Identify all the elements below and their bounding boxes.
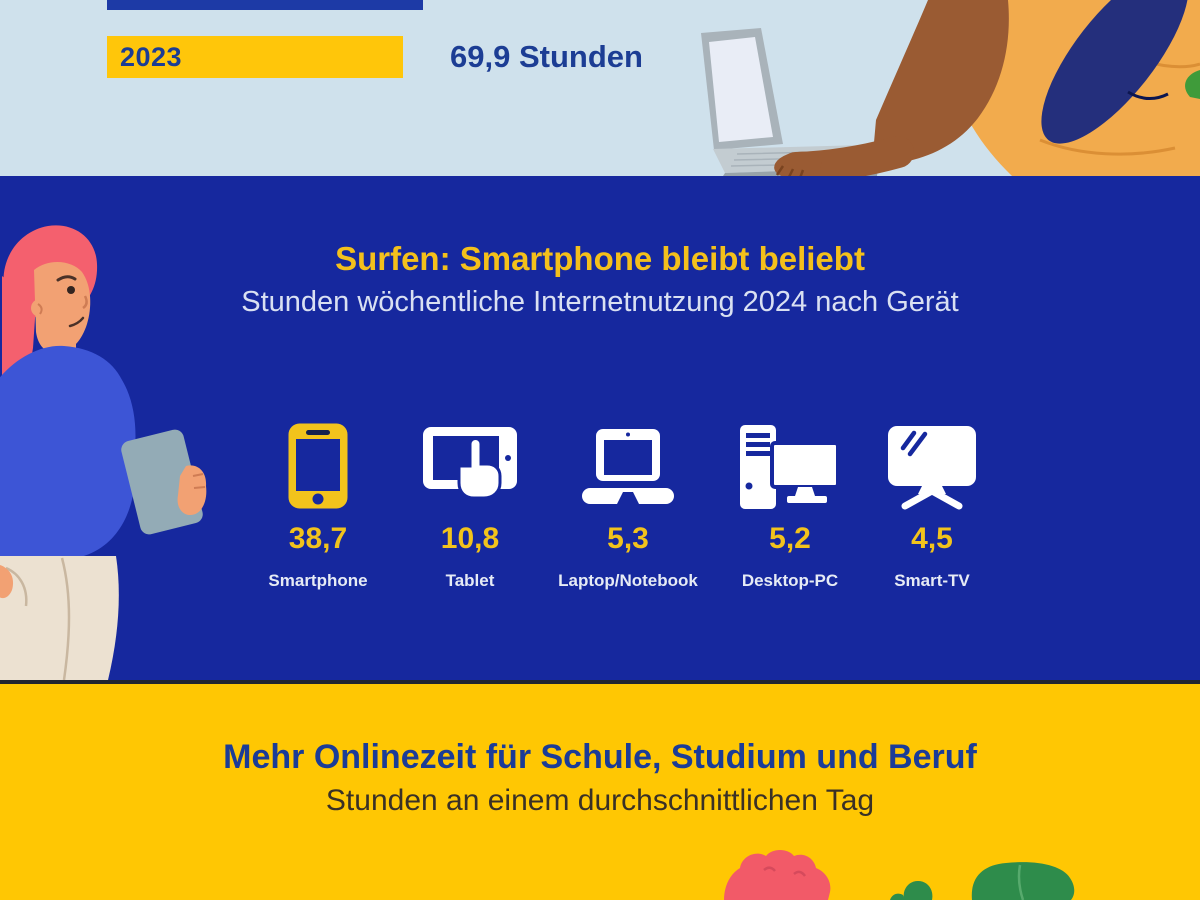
hand-shape: [774, 151, 822, 176]
desktop-pc-icon: [740, 425, 840, 509]
arm-shape: [872, 0, 1009, 165]
finger-lines: [775, 165, 805, 176]
device-label: Smart-TV: [894, 571, 970, 590]
hand-shape: [177, 465, 207, 516]
laptop-screen: [709, 37, 773, 142]
device-column-tablet: 10,8 Tablet: [392, 412, 548, 591]
section-divider: [0, 680, 1200, 684]
device-label: Laptop/Notebook: [558, 571, 698, 590]
device-column-desktop-pc: 5,2 Desktop-PC: [712, 412, 868, 591]
pocket-hand: [0, 565, 13, 599]
device-value: 4,5: [911, 522, 953, 555]
device-label: Smartphone: [268, 571, 368, 590]
laptop-icon: [582, 429, 674, 504]
eyebrow: [56, 275, 77, 282]
person-laptop-illustration: [701, 0, 1200, 176]
bottom-decorations-illustration: [724, 850, 1075, 900]
eye: [67, 286, 75, 294]
bar-2023-value: 69,9 Stunden: [450, 39, 643, 74]
device-column-laptop: 5,3 Laptop/Notebook: [550, 412, 706, 591]
nose-line: [82, 295, 88, 310]
online-time-section: Mehr Onlinezeit für Schule, Studium und …: [0, 684, 1200, 900]
leaf-vein: [1017, 864, 1025, 900]
device-value: 5,2: [769, 522, 811, 555]
smile-line: [68, 316, 85, 328]
smartphone-icon: [288, 423, 348, 509]
bar-2023-label: 2023: [120, 42, 183, 72]
bar-2023: 2023: [107, 36, 403, 78]
top-section: 2023 69,9 Stunden: [0, 0, 1200, 176]
tablet-touch-icon: [423, 427, 517, 500]
sprout-icon: [903, 881, 933, 900]
sprout-icon: [890, 893, 905, 900]
device-label: Desktop-PC: [741, 571, 839, 590]
bag-detail-line: [1127, 90, 1169, 100]
device-value: 38,7: [288, 522, 348, 555]
pocket-line: [5, 566, 28, 607]
section-subtitle: Stunden an einem durchschnittlichen Tag: [325, 784, 875, 817]
leaf-icon: [1185, 70, 1200, 99]
device-value: 10,8: [440, 522, 500, 555]
section-subtitle: Stunden wöchentliche Internetnutzung 202…: [241, 286, 959, 318]
ear-shape: [31, 299, 49, 317]
device-column-smart-tv: 4,5 Smart-TV: [854, 412, 1010, 591]
curl-lines: [763, 866, 807, 877]
leaf-icon: [971, 862, 1075, 900]
person-tablet-illustration: [0, 225, 207, 680]
device-value: 5,3: [607, 522, 649, 555]
ear-line: [37, 303, 43, 315]
pants-shape: [0, 556, 119, 680]
face-shape: [34, 261, 91, 354]
pants-seam: [60, 557, 71, 680]
sweater-shape: [0, 345, 136, 560]
smart-tv-icon: [888, 426, 976, 510]
bar-partial-cutoff: [107, 0, 423, 10]
section-title: Mehr Onlinezeit für Schule, Studium und …: [223, 738, 977, 776]
section-title: Surfen: Smartphone bleibt beliebt: [335, 240, 865, 277]
finger-lines: [192, 473, 206, 489]
shirt-fold-line: [1039, 138, 1176, 156]
device-label: Tablet: [445, 571, 495, 590]
device-usage-section: Surfen: Smartphone bleibt beliebt Stunde…: [0, 176, 1200, 680]
bag-strap: [1041, 0, 1189, 144]
curly-hair-shape: [724, 850, 831, 900]
device-column-smartphone: 38,7 Smartphone: [240, 412, 396, 591]
